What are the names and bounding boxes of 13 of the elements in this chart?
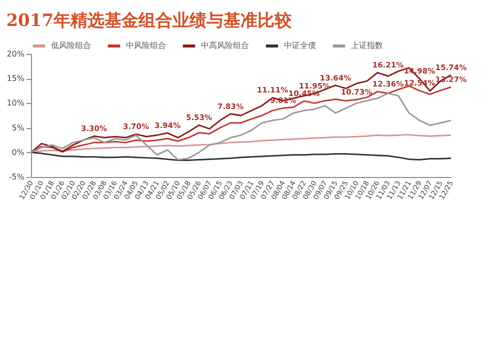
legend-label: 低风险组合 <box>51 41 91 50</box>
legend-label: 中高风险组合 <box>201 41 249 50</box>
y-tick-label: 5% <box>12 123 25 132</box>
y-tick-label: 10% <box>6 98 25 108</box>
y-tick-label: 0% <box>12 148 25 157</box>
y-tick-label: 15% <box>6 74 25 84</box>
y-tick-label: 20% <box>6 50 25 58</box>
y-tick-label: -5% <box>8 172 25 182</box>
legend-label: 中证全债 <box>284 41 316 50</box>
line-series <box>30 152 452 162</box>
chart-title: 2017年精选基金组合业绩与基准比较 <box>6 11 293 31</box>
legend-label: 中风险组合 <box>126 41 166 50</box>
legend-label: 上证指数 <box>351 41 383 50</box>
